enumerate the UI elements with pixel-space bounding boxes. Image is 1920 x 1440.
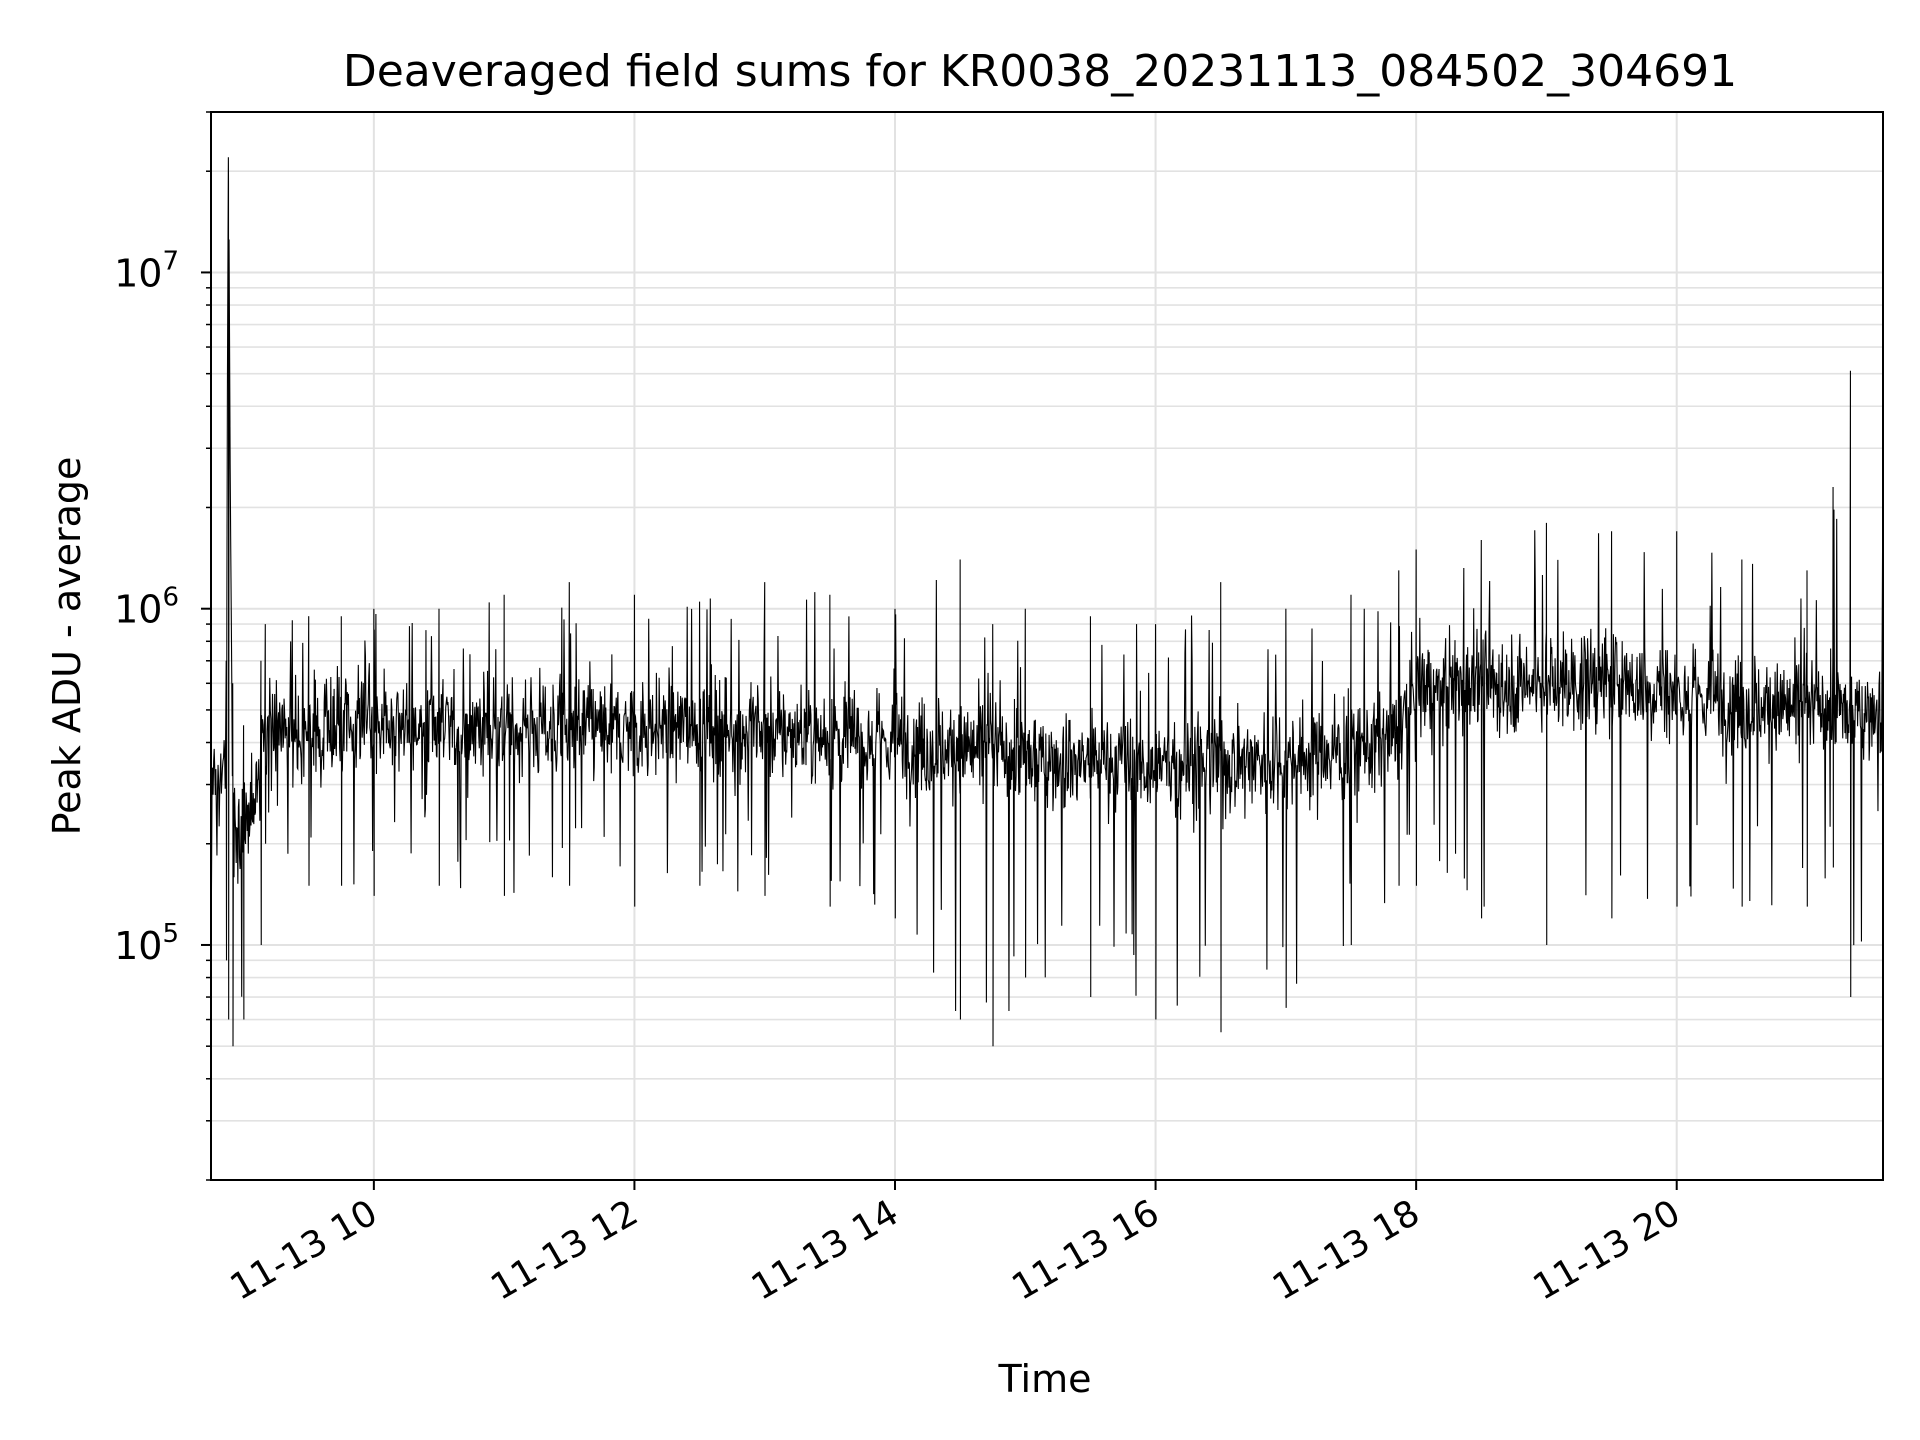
y-tick-exponent: 7 bbox=[162, 246, 179, 276]
y-tick-label: 106 bbox=[114, 583, 179, 632]
y-tick-base: 10 bbox=[114, 924, 162, 968]
x-axis-label: Time bbox=[998, 1357, 1092, 1401]
series-line-0 bbox=[210, 157, 1884, 1047]
y-tick-base: 10 bbox=[114, 588, 162, 632]
plot-frame bbox=[210, 111, 1884, 1181]
y-axis-label: Peak ADU - average bbox=[45, 457, 89, 836]
y-tick-label: 105 bbox=[114, 919, 179, 968]
series-layer bbox=[210, 157, 1884, 1047]
y-tick-exponent: 6 bbox=[162, 583, 179, 613]
y-tick-label: 107 bbox=[114, 246, 179, 295]
y-tick-exponent: 5 bbox=[162, 919, 179, 949]
y-tick-base: 10 bbox=[114, 251, 162, 295]
chart-title: Deaveraged field sums for KR0038_2023111… bbox=[343, 46, 1737, 97]
